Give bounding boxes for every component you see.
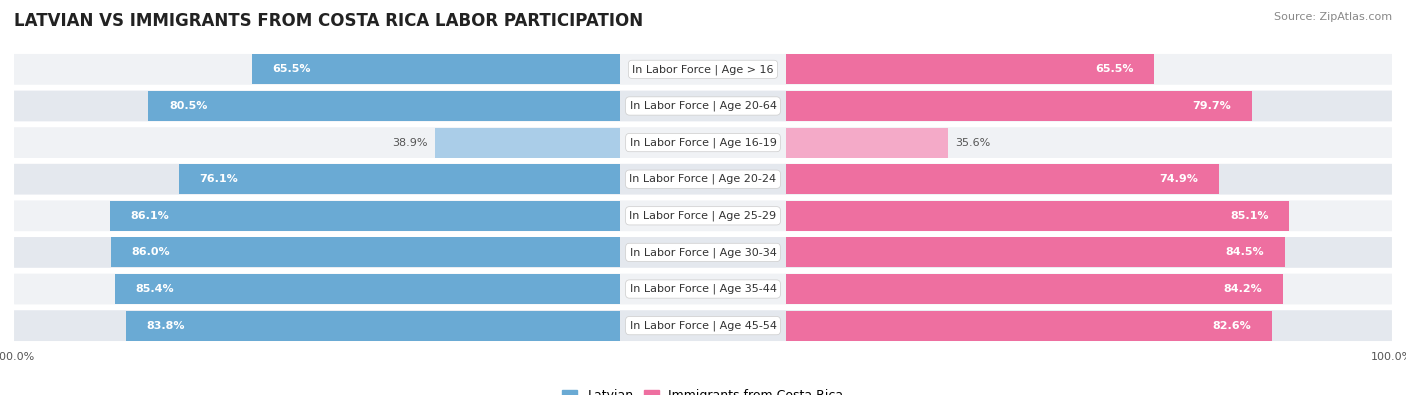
Text: 74.9%: 74.9% xyxy=(1160,174,1198,184)
Text: 79.7%: 79.7% xyxy=(1192,101,1232,111)
FancyBboxPatch shape xyxy=(14,54,1392,85)
Bar xyxy=(115,274,620,304)
Text: 85.4%: 85.4% xyxy=(135,284,174,294)
Text: LATVIAN VS IMMIGRANTS FROM COSTA RICA LABOR PARTICIPATION: LATVIAN VS IMMIGRANTS FROM COSTA RICA LA… xyxy=(14,12,643,30)
Bar xyxy=(786,128,948,158)
Bar xyxy=(786,274,1284,304)
FancyBboxPatch shape xyxy=(14,310,1392,341)
Text: In Labor Force | Age 16-19: In Labor Force | Age 16-19 xyxy=(630,137,776,148)
Bar xyxy=(252,55,620,85)
Bar xyxy=(434,128,620,158)
Text: 76.1%: 76.1% xyxy=(200,174,238,184)
Bar xyxy=(786,310,1272,340)
Text: In Labor Force | Age > 16: In Labor Force | Age > 16 xyxy=(633,64,773,75)
Text: 38.9%: 38.9% xyxy=(392,137,427,148)
Bar xyxy=(786,201,1289,231)
Text: In Labor Force | Age 35-44: In Labor Force | Age 35-44 xyxy=(630,284,776,294)
Text: In Labor Force | Age 25-29: In Labor Force | Age 25-29 xyxy=(630,211,776,221)
Bar xyxy=(786,237,1285,267)
Text: 35.6%: 35.6% xyxy=(955,137,990,148)
Legend: Latvian, Immigrants from Costa Rica: Latvian, Immigrants from Costa Rica xyxy=(557,384,849,395)
Bar xyxy=(125,310,620,340)
Bar xyxy=(786,55,1154,85)
Text: 85.1%: 85.1% xyxy=(1230,211,1268,221)
Text: In Labor Force | Age 20-64: In Labor Force | Age 20-64 xyxy=(630,101,776,111)
FancyBboxPatch shape xyxy=(14,127,1392,158)
FancyBboxPatch shape xyxy=(14,274,1392,305)
Bar xyxy=(110,201,620,231)
Text: 84.5%: 84.5% xyxy=(1226,247,1264,258)
Text: In Labor Force | Age 30-34: In Labor Force | Age 30-34 xyxy=(630,247,776,258)
FancyBboxPatch shape xyxy=(14,90,1392,121)
Bar xyxy=(111,237,620,267)
Text: 80.5%: 80.5% xyxy=(169,101,208,111)
FancyBboxPatch shape xyxy=(14,200,1392,231)
Text: 83.8%: 83.8% xyxy=(146,321,184,331)
Bar xyxy=(149,91,620,121)
Text: 65.5%: 65.5% xyxy=(1095,64,1133,74)
FancyBboxPatch shape xyxy=(14,164,1392,195)
Bar xyxy=(179,164,620,194)
Text: 84.2%: 84.2% xyxy=(1223,284,1263,294)
Text: 86.0%: 86.0% xyxy=(131,247,170,258)
FancyBboxPatch shape xyxy=(14,237,1392,268)
Text: 86.1%: 86.1% xyxy=(131,211,169,221)
Text: 82.6%: 82.6% xyxy=(1212,321,1251,331)
Text: In Labor Force | Age 20-24: In Labor Force | Age 20-24 xyxy=(630,174,776,184)
Text: 65.5%: 65.5% xyxy=(273,64,311,74)
Bar xyxy=(786,91,1253,121)
Text: In Labor Force | Age 45-54: In Labor Force | Age 45-54 xyxy=(630,320,776,331)
Bar xyxy=(786,164,1219,194)
Text: Source: ZipAtlas.com: Source: ZipAtlas.com xyxy=(1274,12,1392,22)
